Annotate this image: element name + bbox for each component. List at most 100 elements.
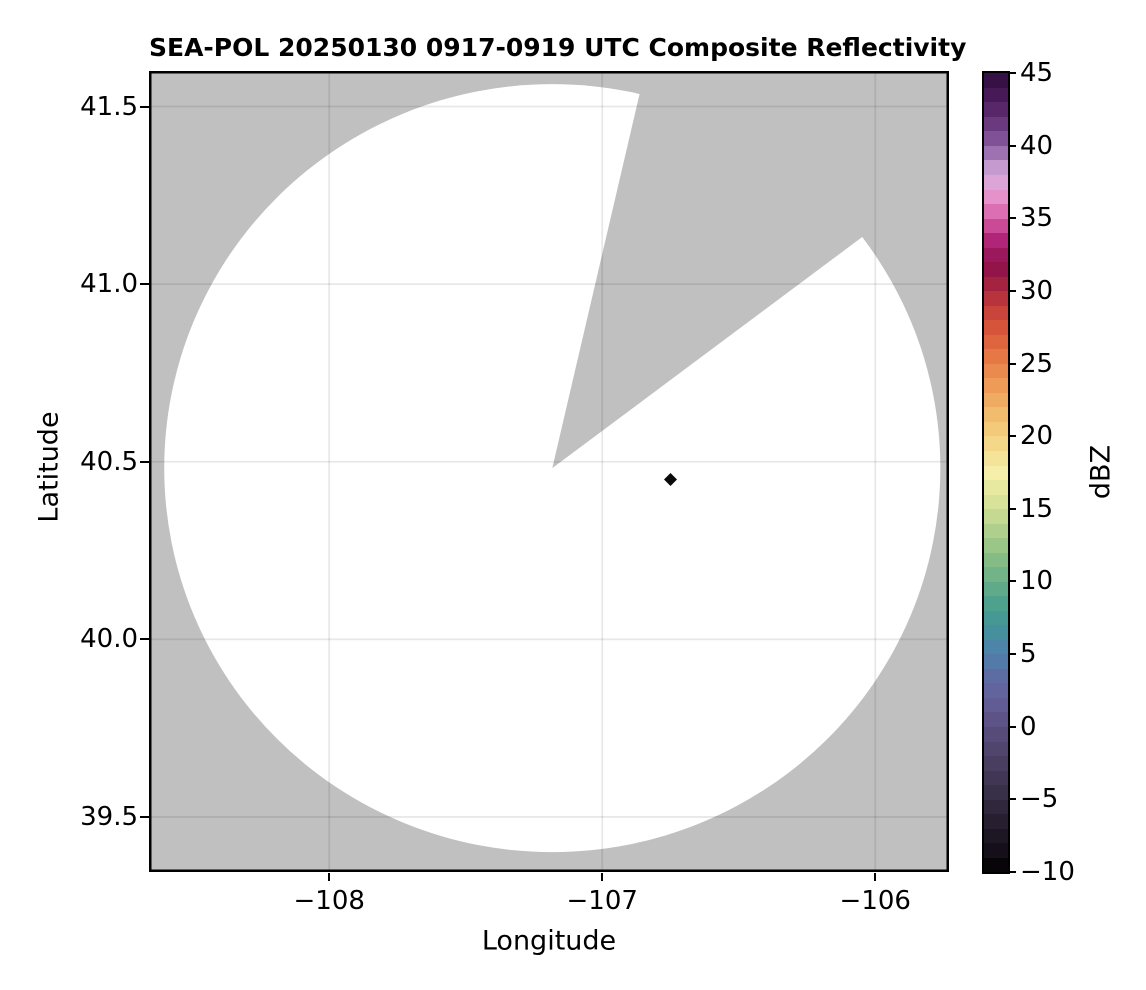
colorbar-band (984, 828, 1008, 844)
colorbar-band (984, 101, 1008, 117)
x-tick-mark (874, 873, 877, 881)
colorbar-tick-label: 25 (1020, 348, 1054, 379)
colorbar-band (984, 217, 1008, 234)
colorbar-band (984, 421, 1008, 437)
colorbar-band (984, 232, 1008, 248)
colorbar-band (984, 479, 1008, 495)
colorbar-band (984, 857, 1008, 873)
colorbar-band (984, 493, 1008, 510)
colorbar-label: dBZ (1085, 444, 1117, 500)
colorbar-band (984, 276, 1008, 292)
colorbar-band (984, 711, 1008, 728)
x-tick-mark (601, 873, 604, 881)
colorbar-tick-label: 30 (1020, 275, 1054, 306)
colorbar-band (984, 348, 1008, 364)
colorbar-band (984, 247, 1008, 263)
y-tick-label: 40.5 (80, 446, 138, 477)
colorbar-band (984, 624, 1008, 640)
y-tick-label: 41.0 (80, 269, 138, 300)
colorbar-band (984, 755, 1008, 771)
colorbar-band (984, 261, 1008, 277)
x-axis-label: Longitude (481, 925, 617, 957)
y-tick-mark (140, 105, 149, 108)
colorbar-band (984, 508, 1008, 524)
y-tick-mark (140, 638, 149, 641)
y-tick-label: 40.0 (80, 624, 138, 655)
echo-marker (664, 472, 678, 486)
colorbar-band (984, 581, 1008, 597)
colorbar-band (984, 726, 1008, 742)
colorbar-tick-mark (1008, 725, 1016, 728)
y-tick-mark (140, 460, 149, 463)
colorbar-band (984, 377, 1008, 393)
colorbar-tick-mark (1008, 72, 1016, 74)
colorbar-band (984, 653, 1008, 669)
colorbar-band (984, 668, 1008, 684)
colorbar-band (984, 159, 1008, 175)
colorbar-band (984, 116, 1008, 132)
colorbar-band (984, 203, 1008, 219)
colorbar-tick-mark (1008, 507, 1016, 510)
colorbar-band (984, 464, 1008, 481)
colorbar-band (984, 145, 1008, 161)
sector-wedge (552, 71, 949, 469)
colorbar-tick-mark (1008, 871, 1016, 873)
colorbar-tick-label: 45 (1020, 58, 1054, 88)
colorbar-band (984, 130, 1008, 146)
colorbar-band (984, 697, 1008, 713)
y-tick-mark (140, 283, 149, 286)
x-tick-label: −108 (293, 886, 365, 916)
x-tick-mark (328, 873, 331, 881)
colorbar-band (984, 523, 1008, 539)
axes-frame (149, 71, 949, 872)
chart-title: SEA-POL 20250130 0917-0919 UTC Composite… (149, 33, 967, 62)
colorbar-band (984, 188, 1008, 205)
colorbar-band (984, 566, 1008, 582)
colorbar-tick-label: 20 (1020, 421, 1054, 452)
colorbar-band (984, 392, 1008, 408)
x-tick-label: −107 (566, 886, 638, 916)
colorbar-band (984, 363, 1008, 379)
colorbar-band (984, 799, 1008, 815)
colorbar-tick-label: 5 (1020, 639, 1037, 670)
unscanned-sector-wedge (552, 71, 949, 469)
colorbar-tick-label: −5 (1020, 784, 1059, 815)
colorbar-band (984, 682, 1008, 698)
colorbar-tick-mark (1008, 217, 1016, 220)
colorbar (982, 71, 1010, 874)
y-tick-mark (140, 815, 149, 818)
radar-plot-area (149, 71, 949, 872)
colorbar-tick-mark (1008, 653, 1016, 656)
colorbar-band (984, 319, 1008, 335)
colorbar-tick-mark (1008, 798, 1016, 801)
colorbar-band (984, 435, 1008, 451)
colorbar-tick-label: 35 (1020, 203, 1054, 234)
colorbar-tick-label: 10 (1020, 566, 1054, 597)
colorbar-band (984, 740, 1008, 757)
colorbar-tick-mark (1008, 144, 1016, 147)
colorbar-tick-mark (1008, 362, 1016, 365)
colorbar-band (984, 450, 1008, 466)
colorbar-band (984, 87, 1008, 103)
colorbar-band (984, 406, 1008, 422)
y-tick-label: 39.5 (80, 801, 138, 832)
colorbar-band (984, 537, 1008, 553)
colorbar-tick-mark (1008, 289, 1016, 292)
colorbar-tick-label: 40 (1020, 130, 1054, 161)
colorbar-tick-mark (1008, 435, 1016, 438)
colorbar-band (984, 639, 1008, 655)
gridlines (149, 71, 949, 872)
colorbar-band (984, 610, 1008, 626)
plot-border (149, 71, 949, 872)
y-tick-label: 41.5 (80, 91, 138, 122)
colorbar-tick-label: −10 (1020, 857, 1075, 887)
colorbar-band (984, 72, 1008, 88)
colorbar-band (984, 552, 1008, 568)
colorbar-tick-label: 0 (1020, 711, 1037, 742)
colorbar-tick-mark (1008, 580, 1016, 583)
colorbar-band (984, 842, 1008, 858)
colorbar-band (984, 595, 1008, 611)
colorbar-band (984, 784, 1008, 800)
colorbar-band (984, 305, 1008, 321)
